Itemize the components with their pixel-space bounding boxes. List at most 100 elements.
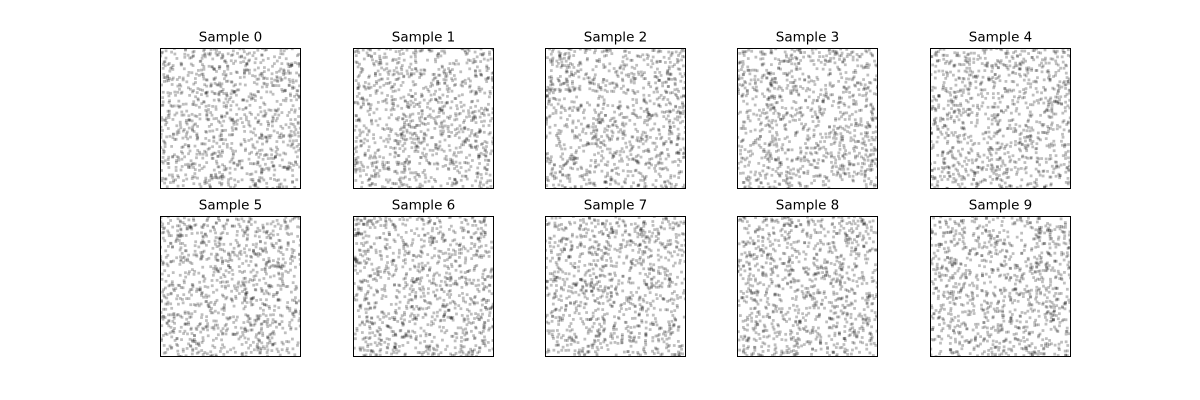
- scatter-point: [851, 78, 854, 82]
- scatter-point: [212, 136, 216, 140]
- scatter-point: [959, 88, 962, 92]
- scatter-point: [179, 91, 183, 95]
- scatter-point: [585, 101, 589, 105]
- scatter-point: [270, 72, 274, 76]
- scatter-point: [567, 86, 571, 90]
- scatter-point: [397, 76, 401, 80]
- scatter-point: [767, 166, 771, 170]
- scatter-point: [1011, 71, 1014, 75]
- scatter-point: [737, 61, 741, 65]
- scatter-point: [371, 161, 375, 165]
- scatter-point: [461, 48, 465, 51]
- scatter-point: [411, 171, 415, 175]
- scatter-point: [260, 74, 264, 78]
- scatter-point: [385, 62, 389, 66]
- scatter-point: [611, 131, 615, 135]
- scatter-point: [811, 120, 815, 123]
- scatter-point: [161, 100, 165, 104]
- scatter-point: [468, 85, 471, 89]
- scatter-point: [615, 69, 619, 73]
- scatter-point: [376, 123, 380, 127]
- scatter-point: [958, 77, 961, 80]
- scatter-point: [592, 181, 596, 185]
- scatter-point: [827, 59, 831, 63]
- scatter-point: [838, 157, 841, 161]
- scatter-point: [828, 48, 831, 51]
- scatter-point: [799, 149, 803, 153]
- scatter-point: [987, 159, 991, 162]
- scatter-point: [454, 112, 457, 116]
- scatter-point: [447, 144, 451, 148]
- scatter-point: [282, 151, 286, 155]
- scatter-point: [238, 48, 242, 51]
- scatter-point: [955, 53, 959, 57]
- scatter-point: [285, 167, 289, 171]
- scatter-point: [871, 118, 874, 122]
- scatter-point: [555, 59, 559, 63]
- scatter-point: [962, 176, 966, 179]
- scatter-point: [569, 166, 572, 170]
- scatter-point: [1057, 172, 1061, 176]
- scatter-point: [770, 96, 774, 100]
- scatter-point: [634, 159, 638, 163]
- scatter-point: [854, 102, 858, 106]
- scatter-point: [599, 88, 603, 92]
- scatter-point: [415, 186, 419, 189]
- scatter-point: [954, 96, 958, 100]
- scatter-point: [767, 186, 771, 189]
- scatter-point: [192, 123, 196, 127]
- scatter-point: [840, 163, 844, 167]
- scatter-point: [430, 49, 434, 53]
- scatter-point: [192, 49, 196, 53]
- scatter-point: [657, 160, 661, 164]
- scatter-point: [174, 169, 178, 172]
- scatter-point: [599, 159, 603, 163]
- scatter-point: [412, 72, 416, 76]
- scatter-point: [1015, 173, 1019, 176]
- scatter-point: [817, 147, 821, 151]
- scatter-point: [294, 150, 298, 154]
- scatter-point: [458, 124, 462, 128]
- scatter-point: [208, 179, 211, 182]
- scatter-point: [769, 51, 773, 55]
- scatter-point: [170, 83, 174, 86]
- scatter-point: [582, 149, 586, 153]
- scatter-point: [662, 115, 666, 119]
- scatter-point: [479, 48, 483, 51]
- scatter-point: [822, 98, 826, 102]
- scatter-point: [210, 177, 214, 181]
- scatter-point: [799, 159, 803, 163]
- scatter-point: [1009, 111, 1013, 115]
- scatter-point: [432, 162, 436, 166]
- scatter-point: [866, 168, 870, 171]
- scatter-point: [253, 68, 257, 72]
- scatter-point: [816, 143, 820, 147]
- scatter-point: [1014, 72, 1018, 75]
- scatter-point: [605, 187, 609, 189]
- scatter-point: [378, 117, 382, 121]
- scatter-point: [569, 158, 573, 161]
- scatter-point: [933, 97, 937, 101]
- scatter-point: [281, 185, 285, 189]
- scatter-point: [545, 88, 549, 92]
- scatter-point: [1030, 56, 1034, 59]
- scatter-point: [359, 139, 363, 143]
- scatter-point: [843, 58, 846, 62]
- scatter-point: [959, 104, 963, 108]
- scatter-point: [801, 72, 805, 76]
- scatter-point: [681, 112, 685, 116]
- scatter-point: [1067, 130, 1071, 133]
- scatter-point: [205, 113, 209, 117]
- scatter-point: [469, 143, 473, 147]
- scatter-point: [1004, 63, 1008, 67]
- scatter-point: [360, 69, 364, 73]
- scatter-point: [859, 83, 863, 87]
- scatter-point: [943, 123, 946, 127]
- scatter-point: [999, 178, 1003, 181]
- scatter-point: [236, 51, 239, 55]
- scatter-point: [232, 62, 235, 65]
- scatter-point: [1039, 138, 1042, 142]
- scatter-point: [781, 59, 785, 63]
- scatter-point: [485, 150, 489, 154]
- scatter-point: [562, 106, 566, 110]
